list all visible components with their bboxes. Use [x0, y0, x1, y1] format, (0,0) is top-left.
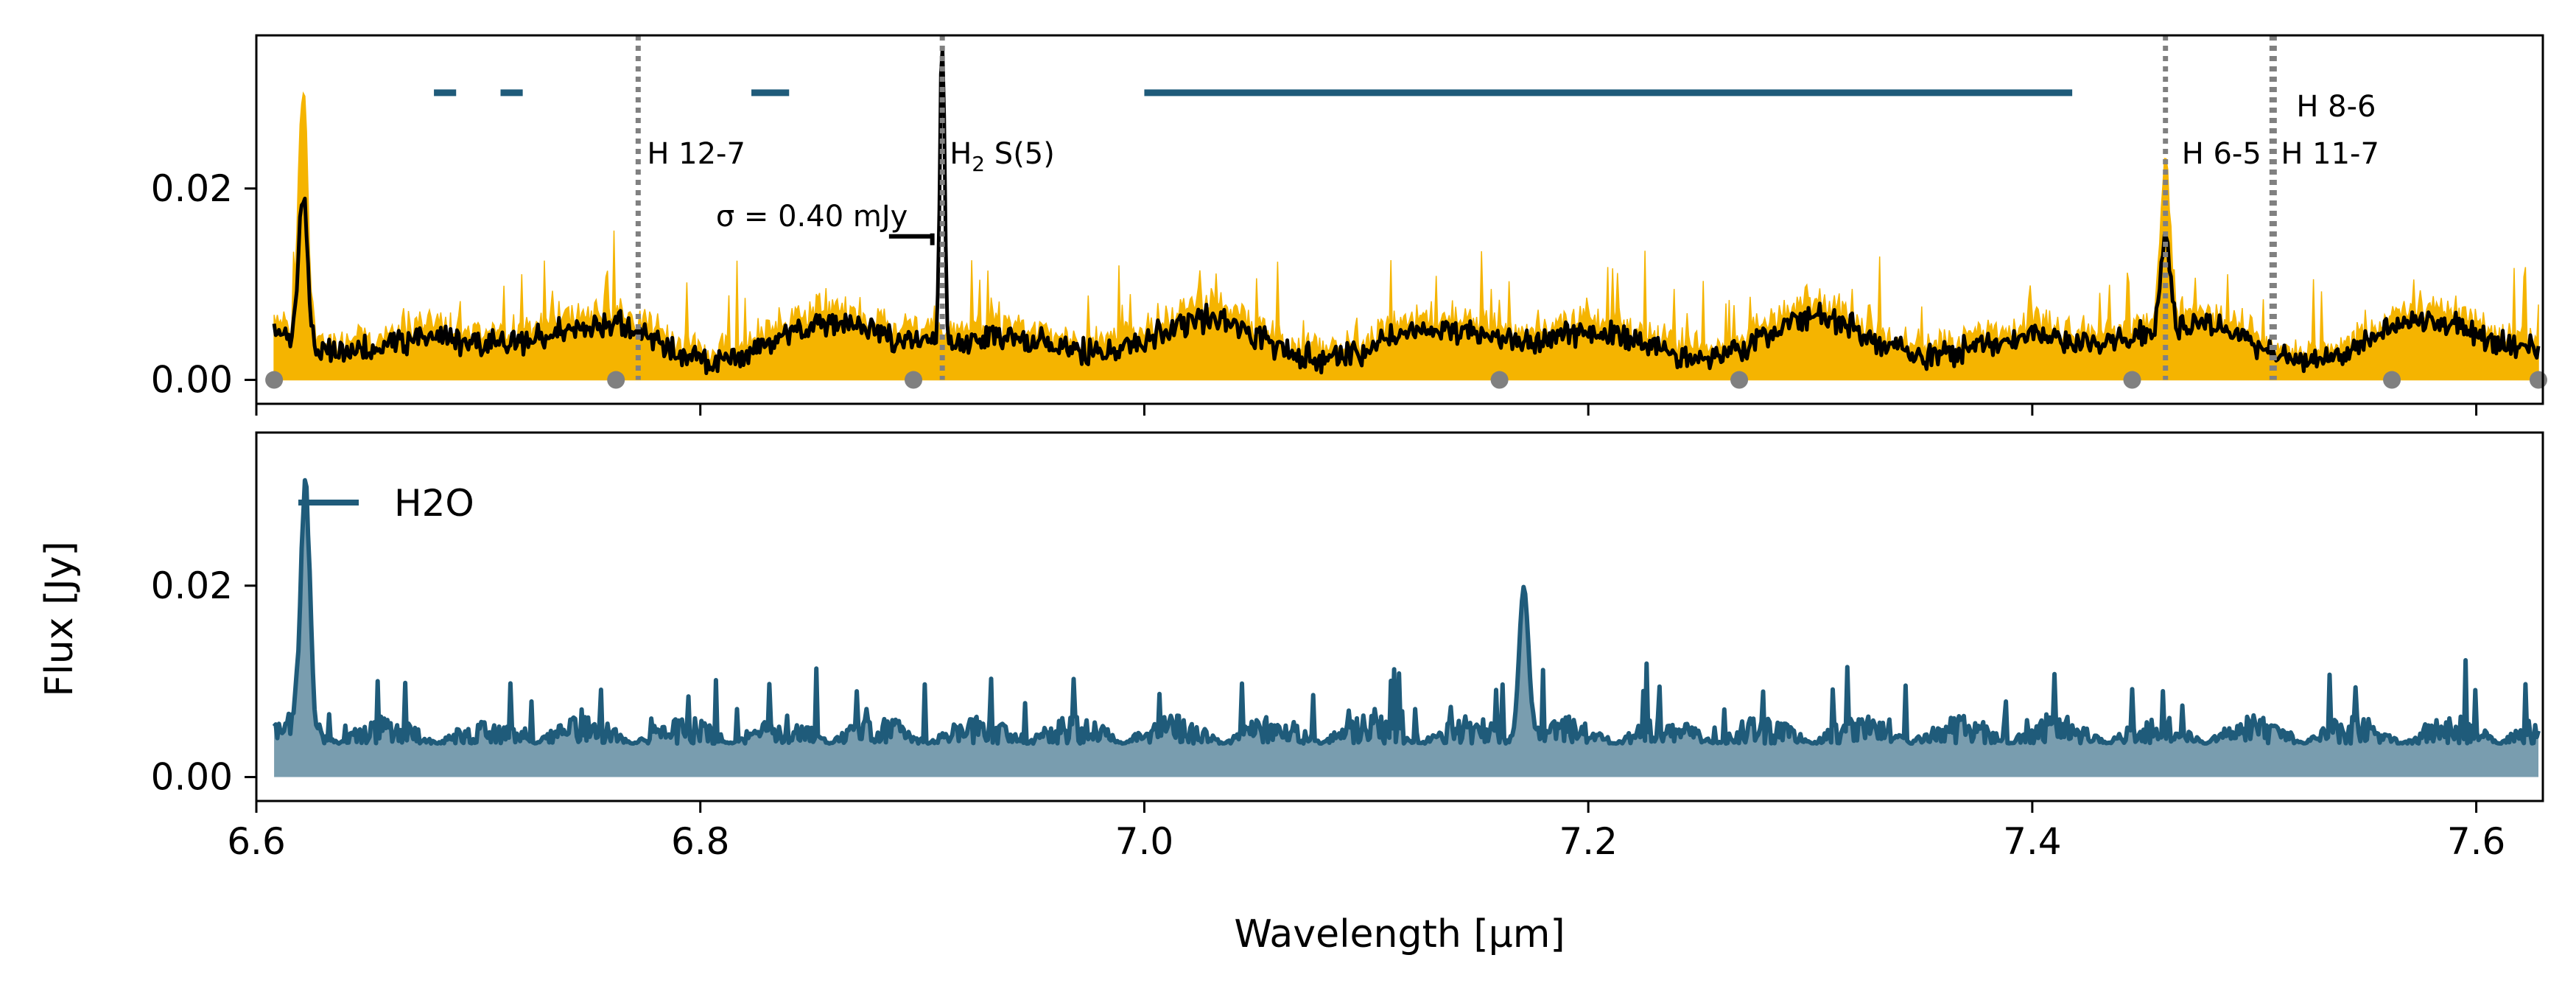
- h2o-fill-series: [274, 480, 2538, 777]
- anchor-point: [265, 371, 284, 389]
- anchor-point: [1490, 371, 1509, 389]
- x-tick-label: 7.6: [2447, 820, 2506, 863]
- top-plot-content: H 12-7 H2 S(5) H 6-5 H 11-7 H 8-6 σ = 0.40 mJ…: [265, 35, 2547, 389]
- y-tick-label: 0.02: [151, 564, 233, 607]
- axis-ticks: 6.6 6.8 7.0 7.2 7.4 7.6 0.00 0.02 0.00 0.02: [151, 167, 2506, 863]
- observed-spectrum-series: [273, 91, 2539, 381]
- line-mark-label: H 8-6: [2296, 90, 2376, 124]
- x-tick-label: 7.0: [1115, 820, 1174, 863]
- line-mark-label: H2 S(5): [950, 137, 1055, 176]
- anchor-point: [2383, 371, 2401, 389]
- line-mark-label: H 6-5: [2182, 137, 2261, 171]
- y-tick-label: 0.02: [151, 167, 233, 210]
- anchor-point: [1730, 371, 1749, 389]
- h2o-line-series: [272, 477, 2541, 746]
- model-spectrum-series: [272, 46, 2541, 375]
- x-tick-label: 6.8: [671, 820, 730, 863]
- anchor-point: [2123, 371, 2141, 389]
- x-tick-label: 7.2: [1559, 820, 1618, 863]
- anchor-point: [607, 371, 625, 389]
- line-mark-label: H 11-7: [2281, 137, 2379, 171]
- y-tick-label: 0.00: [151, 756, 233, 799]
- legend-label: H2O: [394, 482, 474, 525]
- x-axis-label: Wavelength [μm]: [1234, 912, 1565, 956]
- top-panel-frame: [255, 34, 2544, 405]
- anchor-point: [905, 371, 923, 389]
- x-tick-label: 7.4: [2003, 820, 2062, 863]
- y-axis-label: Flux [Jy]: [38, 541, 82, 696]
- anchor-point: [2529, 371, 2547, 389]
- sigma-label: σ = 0.40 mJy: [716, 200, 908, 234]
- y-tick-label: 0.00: [151, 359, 233, 402]
- bottom-plot-content: H2O: [272, 477, 2541, 777]
- line-mark-label: H 12-7: [647, 137, 745, 171]
- x-tick-label: 6.6: [227, 820, 286, 863]
- bottom-panel-frame: [255, 431, 2544, 802]
